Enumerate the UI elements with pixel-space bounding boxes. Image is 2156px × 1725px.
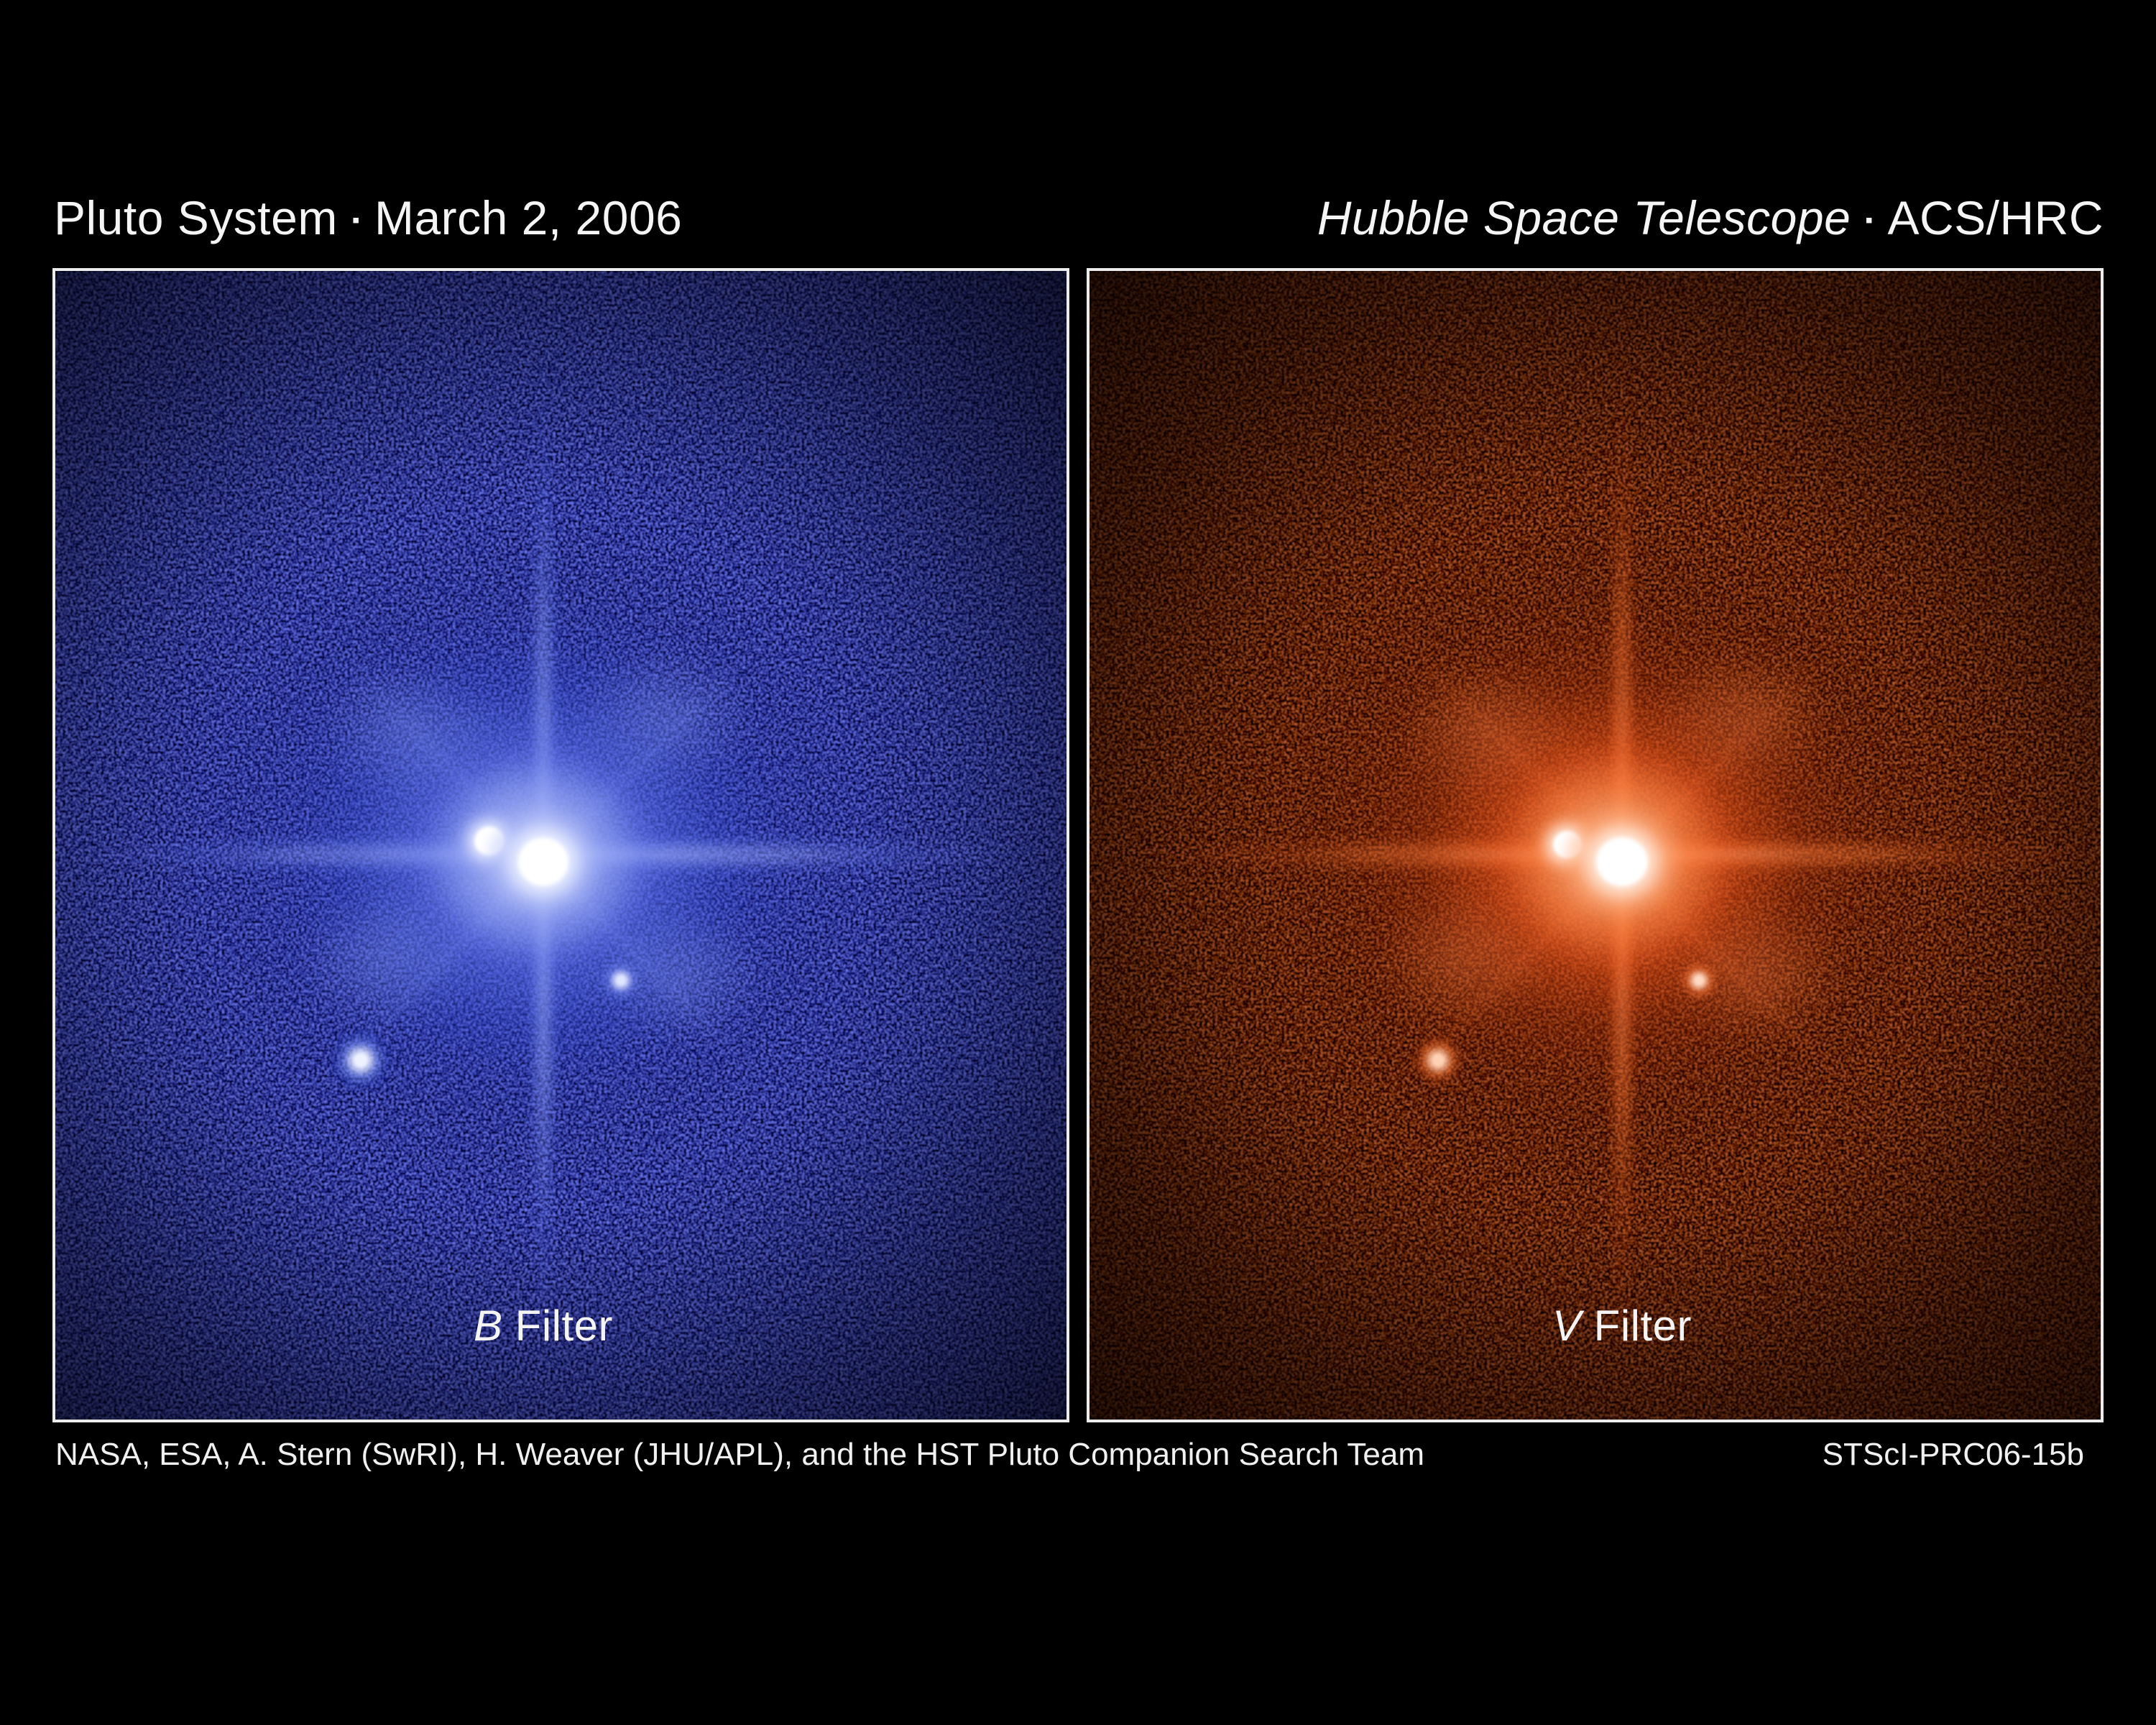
header-right: Hubble Space Telescope ▪ ACS/HRC (1317, 194, 2104, 242)
observation-date: March 2, 2006 (374, 191, 683, 244)
v-filter-label: V Filter (1552, 1305, 1692, 1348)
filter-word: Filter (1593, 1302, 1692, 1350)
credit-line: NASA, ESA, A. Stern (SwRI), H. Weaver (J… (55, 1437, 1424, 1472)
header-left: Pluto System ▪ March 2, 2006 (54, 194, 682, 242)
filter-letter: V (1552, 1302, 1582, 1350)
instrument-name: ACS/HRC (1887, 191, 2104, 244)
square-bullet-icon: ▪ (351, 208, 360, 232)
release-id: STScI-PRC06-15b (1822, 1437, 2084, 1472)
edge-vignette (1089, 271, 2101, 1420)
b-filter-panel: B Filter (52, 268, 1069, 1422)
filter-word: Filter (515, 1302, 614, 1350)
page-title: Pluto System (54, 191, 338, 244)
v-filter-panel: V Filter (1087, 268, 2104, 1422)
square-bullet-icon: ▪ (1865, 208, 1874, 232)
b-filter-label: B Filter (474, 1305, 613, 1348)
filter-letter: B (473, 1302, 503, 1350)
edge-vignette (55, 271, 1067, 1420)
telescope-name: Hubble Space Telescope (1317, 191, 1851, 244)
